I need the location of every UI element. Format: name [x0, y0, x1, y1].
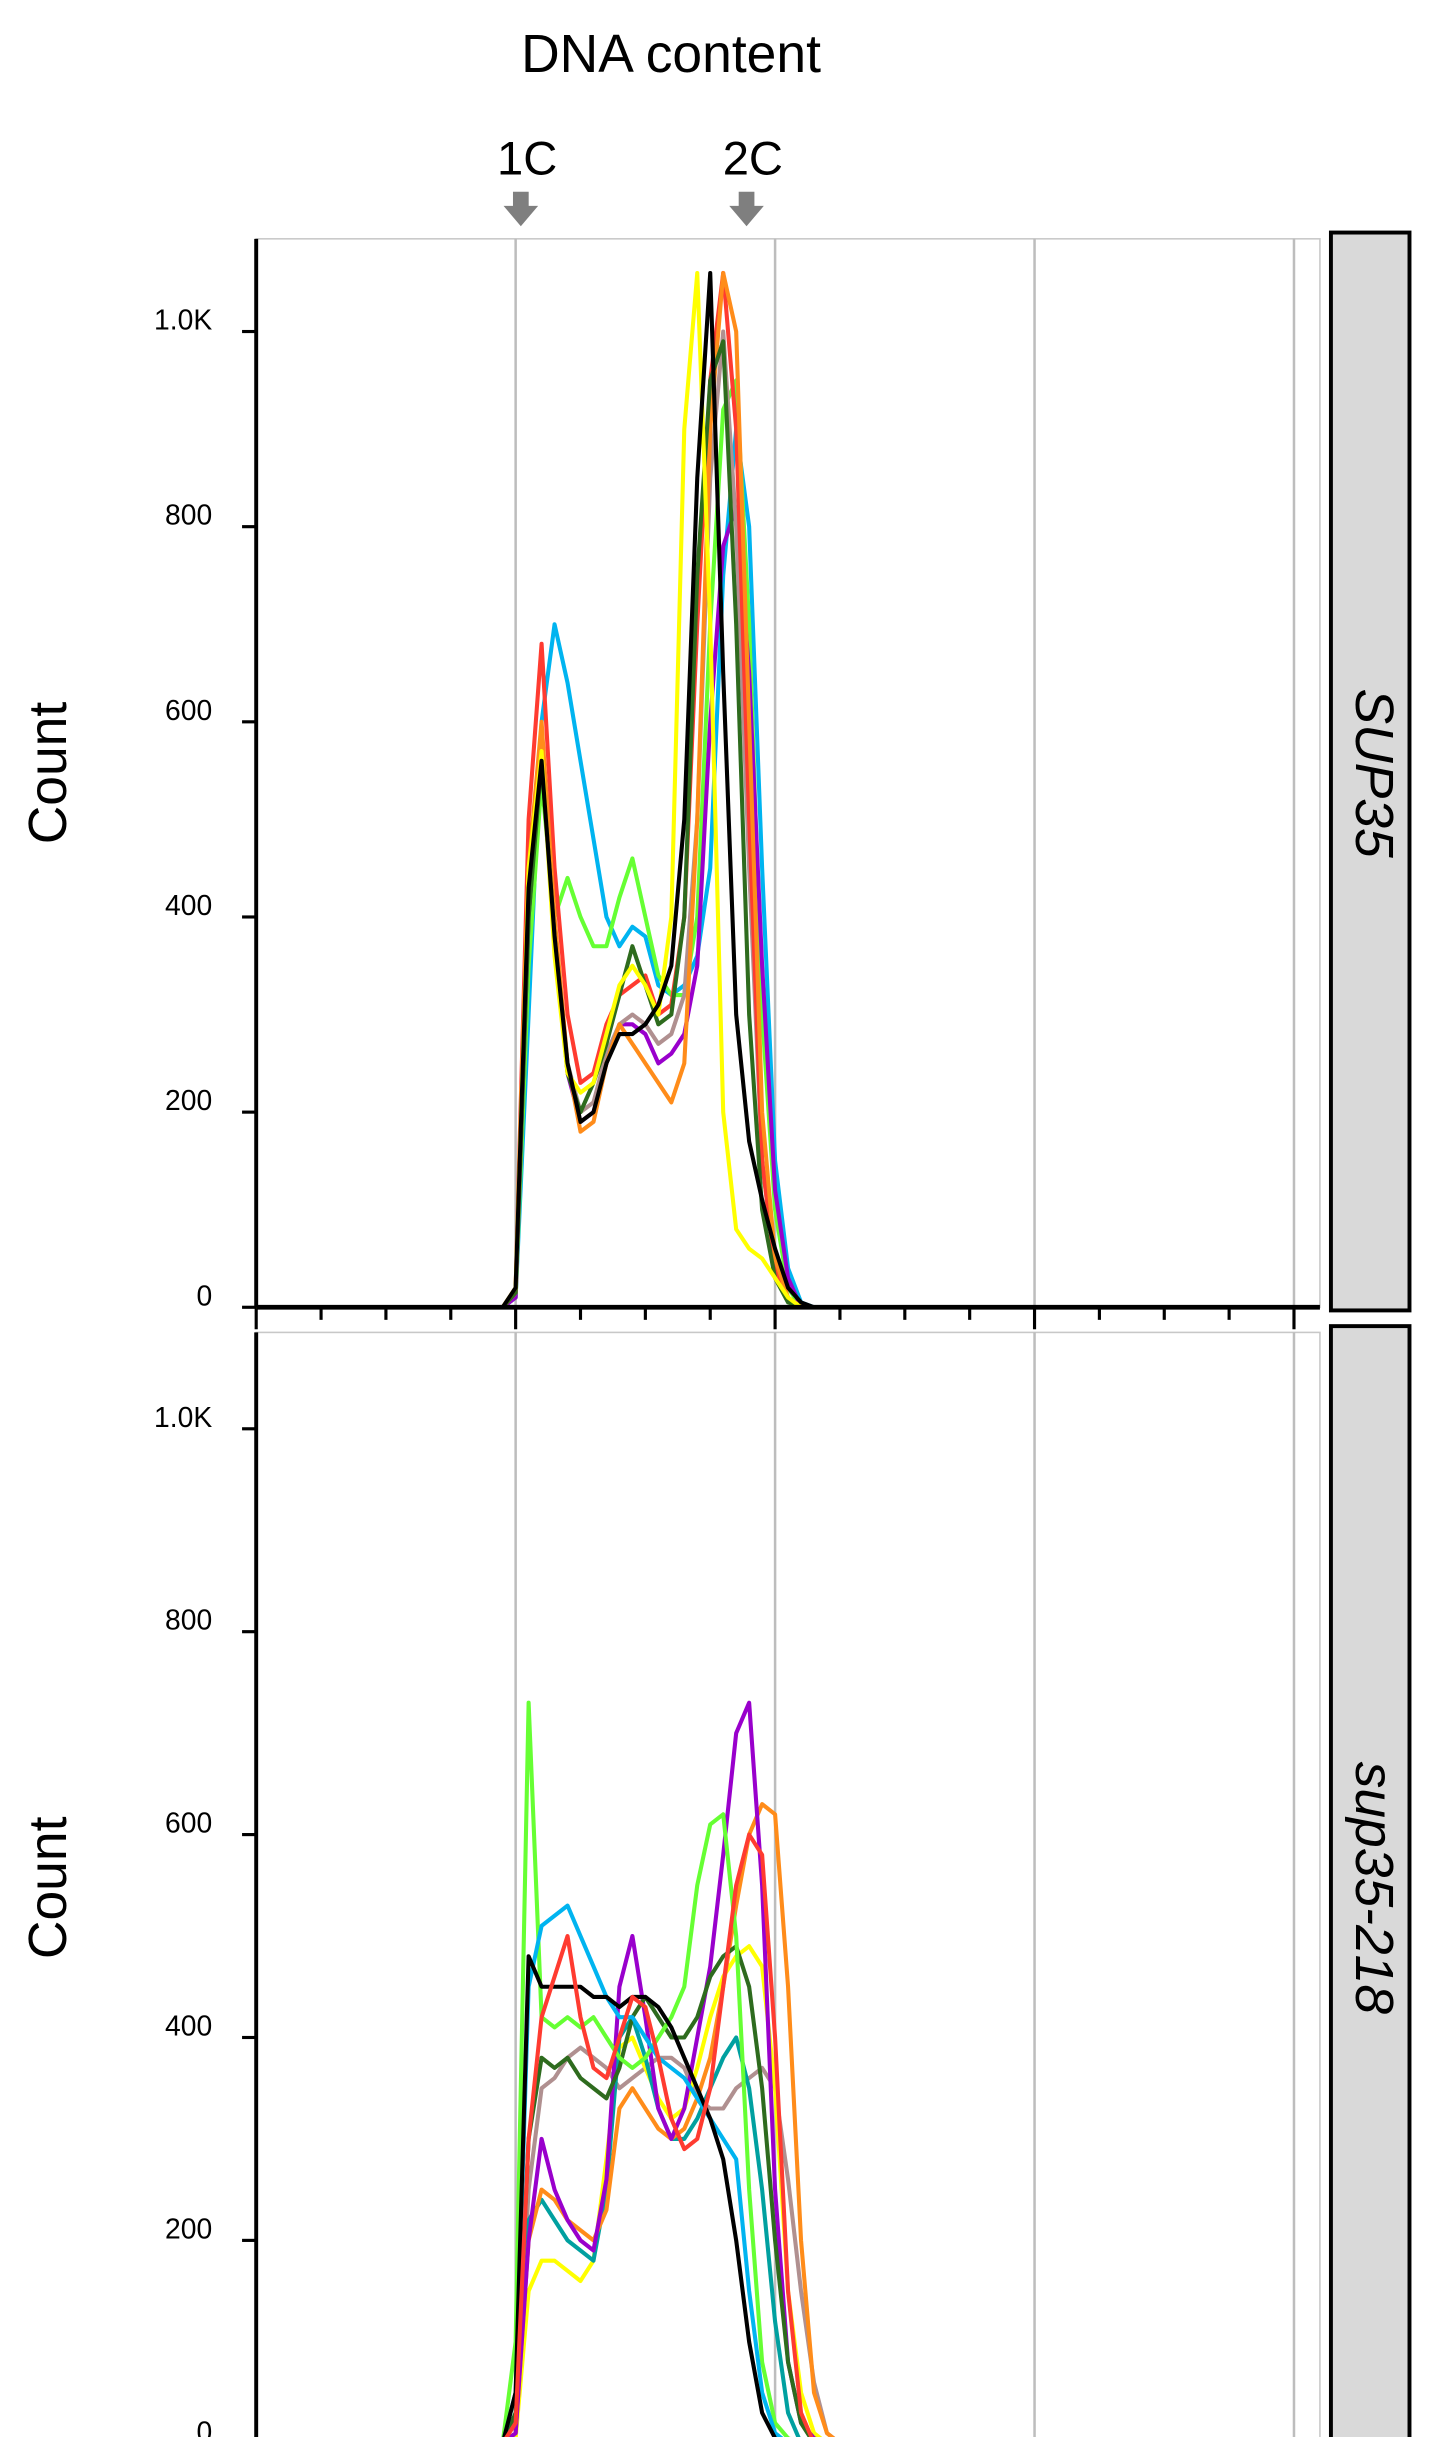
annotation-label: 1C: [497, 131, 557, 184]
y-tick-label: 600: [165, 694, 212, 726]
y-tick-label: 800: [165, 1604, 212, 1636]
y-tick-label: 800: [165, 499, 212, 531]
annotation-arrow: [729, 191, 764, 227]
strip: [1328, 1324, 1412, 2437]
series-line: [502, 1903, 784, 2437]
strip-label: SUP35: [1344, 688, 1403, 858]
series-line: [504, 1832, 814, 2437]
y-axis-label: Count: [19, 702, 78, 845]
annotation-label: 2C: [723, 131, 783, 184]
series-group: [256, 270, 1307, 1310]
annotation-arrow: [503, 191, 539, 227]
series-line: [507, 2045, 836, 2437]
y-tick-label: 600: [165, 1807, 212, 1839]
plot-frame: [255, 238, 1321, 1309]
series-group: [501, 1700, 836, 2437]
strip-label: sup35-218: [1344, 1762, 1403, 2015]
chart-title: DNA content: [521, 25, 821, 84]
y-tick-label: 1.0K: [154, 1401, 212, 1433]
y-tick-label: 400: [165, 889, 212, 921]
y-tick-label: 0: [196, 2415, 212, 2437]
y-tick-label: 0: [196, 1279, 212, 1311]
y-tick-label: 400: [165, 2010, 212, 2042]
strip: [1328, 230, 1412, 1313]
y-axis-label: Count: [19, 1816, 78, 1959]
y-tick-label: 200: [165, 2212, 212, 2244]
series-line: [501, 1700, 791, 2437]
series-line: [256, 270, 1307, 1310]
series-line: [503, 1944, 813, 2437]
y-tick-label: 200: [165, 1084, 212, 1116]
y-tick-label: 1.0K: [154, 304, 212, 336]
